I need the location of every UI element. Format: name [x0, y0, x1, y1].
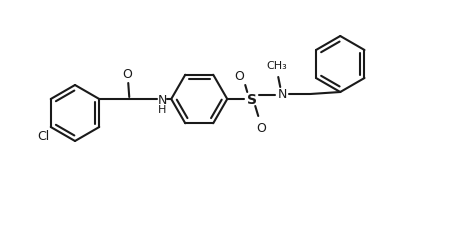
Text: O: O [256, 121, 266, 134]
Text: O: O [234, 69, 244, 82]
Text: H: H [158, 105, 166, 115]
Text: N: N [278, 88, 287, 101]
Text: N: N [158, 94, 167, 107]
Text: Cl: Cl [38, 130, 50, 143]
Text: O: O [122, 68, 132, 81]
Text: S: S [247, 93, 257, 106]
Text: CH₃: CH₃ [267, 61, 288, 71]
